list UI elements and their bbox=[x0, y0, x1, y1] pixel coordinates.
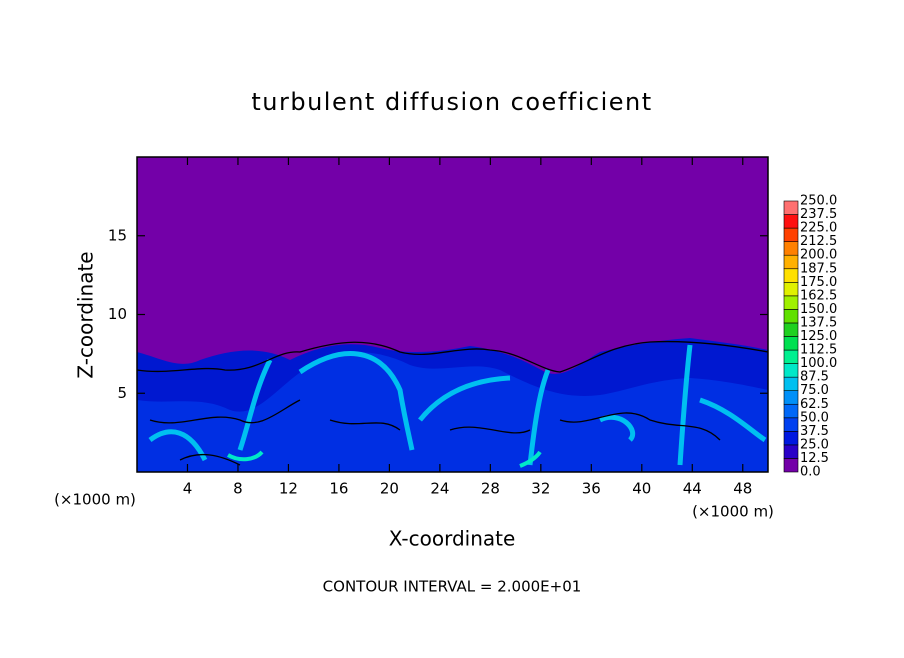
contour-line bbox=[136, 340, 769, 466]
colorbar-label: 100.0 bbox=[800, 356, 837, 371]
colorbar-label: 150.0 bbox=[800, 302, 837, 317]
colorbar-label: 37.5 bbox=[800, 424, 829, 439]
chart-title: turbulent diffusion coefficient bbox=[251, 88, 652, 116]
y-tick-label: 5 bbox=[117, 384, 127, 402]
field-region bbox=[137, 352, 768, 472]
field-streak bbox=[148, 344, 767, 466]
colorbar-bin bbox=[783, 431, 799, 446]
colorbar-label: 137.5 bbox=[800, 315, 837, 330]
colorbar-bin bbox=[783, 309, 799, 324]
colorbar-label: 125.0 bbox=[800, 329, 837, 344]
colorbar-label: 75.0 bbox=[800, 383, 829, 398]
colorbar-bin bbox=[783, 403, 799, 419]
colorbar-label: 200.0 bbox=[800, 248, 837, 263]
x-tick-label: 44 bbox=[683, 480, 702, 498]
colorbar-label: 225.0 bbox=[800, 221, 837, 236]
colorbar-label: 25.0 bbox=[800, 437, 829, 452]
colorbar-bin bbox=[783, 322, 799, 337]
colorbar-bin bbox=[783, 390, 799, 405]
colorbar-label: 250.0 bbox=[800, 194, 837, 209]
x-tick-label: 20 bbox=[380, 480, 399, 498]
colorbar-label: 162.5 bbox=[800, 288, 837, 303]
y-tick-label: 15 bbox=[108, 226, 127, 244]
colorbar-bin bbox=[783, 227, 799, 242]
colorbar-bin bbox=[783, 268, 799, 283]
colorbar-label: 87.5 bbox=[800, 370, 829, 385]
colorbar-bin bbox=[783, 241, 799, 256]
colorbar-bin bbox=[783, 376, 799, 391]
x-tick-label: 32 bbox=[531, 480, 550, 498]
y-unit-label: (×1000 m) bbox=[54, 491, 136, 509]
colorbar-bin bbox=[783, 349, 799, 364]
colorbar-bin bbox=[783, 444, 799, 459]
x-tick-label: 12 bbox=[279, 480, 298, 498]
colorbar-label: 212.5 bbox=[800, 234, 837, 249]
colorbar-label: 12.5 bbox=[800, 451, 829, 466]
colorbar-label: 237.5 bbox=[800, 207, 837, 222]
field-streak bbox=[226, 450, 542, 468]
x-axis-label: X-coordinate bbox=[389, 527, 516, 551]
colorbar-label: 62.5 bbox=[800, 397, 829, 412]
colorbar-bin bbox=[783, 458, 799, 473]
colorbar-label: 0.0 bbox=[800, 465, 821, 480]
x-tick-label: 4 bbox=[183, 480, 193, 498]
colorbar-label: 50.0 bbox=[800, 410, 829, 425]
colorbar-label: 187.5 bbox=[800, 261, 837, 276]
colorbar-bin bbox=[783, 417, 799, 432]
x-tick-label: 28 bbox=[481, 480, 500, 498]
y-axis-label: Z-coordinate bbox=[74, 251, 98, 378]
field bbox=[136, 156, 769, 473]
x-tick-label: 8 bbox=[233, 480, 243, 498]
annotation: CONTOUR INTERVAL = 2.000E+01 bbox=[323, 578, 582, 596]
colorbar-bin bbox=[783, 295, 799, 310]
colorbar-label: 175.0 bbox=[800, 275, 837, 290]
colorbar-bin bbox=[783, 200, 799, 215]
x-tick-label: 40 bbox=[632, 480, 651, 498]
colorbar-bin bbox=[783, 254, 799, 270]
x-unit-label: (×1000 m) bbox=[692, 503, 774, 521]
y-tick-label: 10 bbox=[108, 305, 127, 323]
colorbar-label: 112.5 bbox=[800, 343, 837, 358]
x-tick-label: 36 bbox=[582, 480, 601, 498]
colorbar-bin bbox=[783, 281, 799, 297]
colorbar-bin bbox=[783, 363, 799, 378]
x-tick-label: 24 bbox=[430, 480, 449, 498]
x-tick-label: 48 bbox=[733, 480, 752, 498]
colorbar-bin bbox=[783, 336, 799, 351]
colorbar-bin bbox=[783, 214, 799, 229]
x-tick-label: 16 bbox=[329, 480, 348, 498]
